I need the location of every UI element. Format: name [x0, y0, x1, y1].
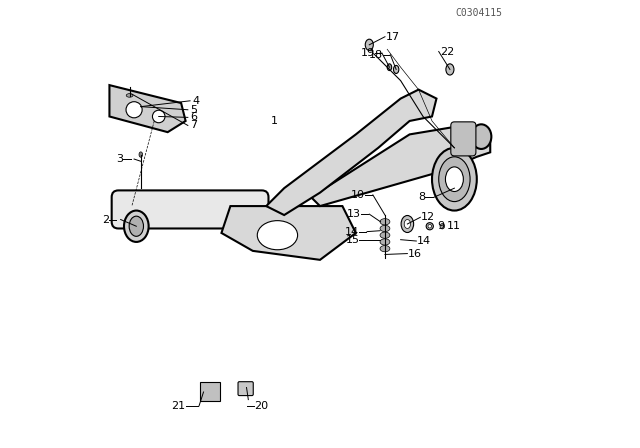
- FancyBboxPatch shape: [112, 190, 269, 228]
- Text: 15: 15: [346, 235, 360, 245]
- Polygon shape: [266, 90, 436, 215]
- Ellipse shape: [404, 220, 410, 228]
- Text: 16: 16: [408, 249, 422, 258]
- Text: 9: 9: [437, 221, 445, 231]
- Ellipse shape: [139, 152, 143, 157]
- Ellipse shape: [394, 65, 399, 73]
- Ellipse shape: [426, 223, 433, 230]
- Text: 3: 3: [116, 154, 123, 164]
- Ellipse shape: [365, 39, 373, 51]
- FancyBboxPatch shape: [238, 382, 253, 396]
- Text: 5: 5: [190, 105, 197, 115]
- Text: 6: 6: [190, 112, 197, 122]
- Text: 14: 14: [417, 236, 431, 246]
- Text: 19: 19: [360, 48, 374, 58]
- Ellipse shape: [446, 64, 454, 75]
- Text: 12: 12: [421, 212, 435, 222]
- Ellipse shape: [380, 246, 390, 252]
- Text: 22: 22: [440, 47, 454, 56]
- Text: 18: 18: [369, 50, 383, 60]
- Ellipse shape: [380, 225, 390, 232]
- Text: 21: 21: [172, 401, 186, 411]
- Text: 20: 20: [254, 401, 268, 411]
- Text: 17: 17: [386, 32, 400, 42]
- Polygon shape: [311, 125, 490, 206]
- Ellipse shape: [428, 224, 431, 228]
- Text: 14: 14: [346, 227, 360, 237]
- Text: C0304115: C0304115: [456, 8, 502, 18]
- Ellipse shape: [387, 64, 392, 71]
- Ellipse shape: [380, 219, 390, 225]
- Ellipse shape: [126, 94, 133, 97]
- Ellipse shape: [401, 215, 413, 233]
- Text: 7: 7: [190, 121, 197, 130]
- Text: 4: 4: [192, 96, 200, 106]
- Text: 8: 8: [418, 192, 425, 202]
- FancyBboxPatch shape: [200, 382, 220, 401]
- Ellipse shape: [129, 216, 143, 237]
- Ellipse shape: [257, 221, 298, 250]
- Text: 10: 10: [351, 190, 365, 200]
- Ellipse shape: [439, 157, 470, 202]
- FancyBboxPatch shape: [451, 122, 476, 156]
- Ellipse shape: [380, 239, 390, 245]
- Circle shape: [152, 110, 165, 123]
- Text: 13: 13: [348, 209, 361, 219]
- Circle shape: [126, 102, 142, 118]
- Text: 11: 11: [446, 221, 460, 231]
- Text: 2: 2: [102, 215, 109, 224]
- Ellipse shape: [124, 211, 148, 242]
- Text: 1: 1: [271, 116, 278, 126]
- Ellipse shape: [440, 224, 445, 229]
- Ellipse shape: [445, 167, 463, 192]
- Polygon shape: [109, 85, 186, 132]
- Polygon shape: [221, 206, 356, 260]
- Ellipse shape: [432, 148, 477, 211]
- Ellipse shape: [471, 125, 492, 149]
- Ellipse shape: [380, 232, 390, 238]
